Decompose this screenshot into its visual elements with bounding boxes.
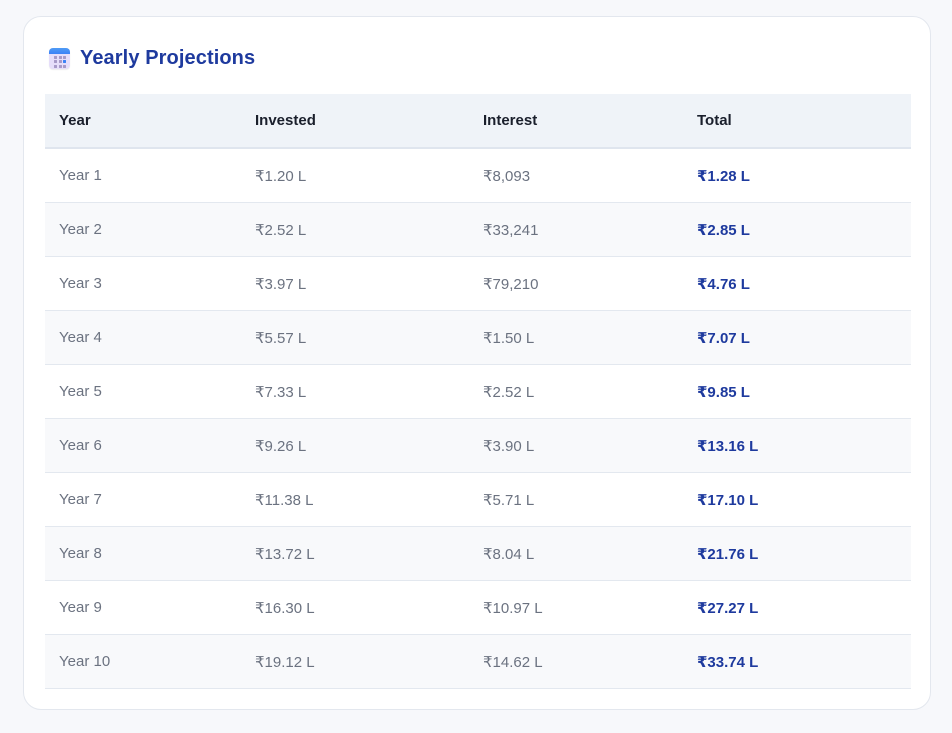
- table-row: Year 9 ₹16.30 L ₹10.97 L ₹27.27 L: [45, 581, 911, 635]
- cell-interest: ₹2.52 L: [483, 383, 535, 401]
- table-row: Year 4 ₹5.57 L ₹1.50 L ₹7.07 L: [45, 311, 911, 365]
- cell-invested: ₹2.52 L: [255, 221, 307, 239]
- cell-interest: ₹33,241: [483, 221, 539, 239]
- table-row: Year 10 ₹19.12 L ₹14.62 L ₹33.74 L: [45, 635, 911, 689]
- table-header: Year Invested Interest Total: [45, 94, 911, 149]
- table-row: Year 5 ₹7.33 L ₹2.52 L ₹9.85 L: [45, 365, 911, 419]
- cell-year: Year 8: [59, 545, 102, 562]
- cell-invested: ₹9.26 L: [255, 437, 307, 455]
- cell-invested: ₹11.38 L: [255, 491, 314, 509]
- cell-year: Year 7: [59, 491, 102, 508]
- cell-interest: ₹8.04 L: [483, 545, 535, 563]
- card-title: Yearly Projections: [80, 46, 256, 69]
- cell-interest: ₹10.97 L: [483, 599, 543, 617]
- cell-total: ₹27.27 L: [697, 599, 759, 617]
- cell-total: ₹17.10 L: [697, 491, 759, 509]
- projections-table: Year Invested Interest Total Year 1 ₹1.2…: [45, 94, 911, 689]
- cell-interest: ₹8,093: [483, 167, 531, 185]
- cell-year: Year 3: [59, 275, 102, 292]
- cell-total: ₹9.85 L: [697, 383, 750, 401]
- cell-total: ₹21.76 L: [697, 545, 759, 563]
- cell-total: ₹1.28 L: [697, 167, 750, 185]
- table-row: Year 3 ₹3.97 L ₹79,210 ₹4.76 L: [45, 257, 911, 311]
- cell-year: Year 9: [59, 599, 102, 616]
- cell-total: ₹2.85 L: [697, 221, 750, 239]
- cell-invested: ₹19.12 L: [255, 653, 315, 671]
- cell-year: Year 5: [59, 383, 102, 400]
- cell-invested: ₹1.20 L: [255, 167, 307, 185]
- cell-total: ₹33.74 L: [697, 653, 759, 671]
- cell-year: Year 4: [59, 329, 102, 346]
- cell-year: Year 10: [59, 653, 111, 670]
- cell-invested: ₹16.30 L: [255, 599, 315, 617]
- calendar-icon: [49, 47, 70, 69]
- column-header-total: Total: [697, 112, 732, 129]
- cell-interest: ₹79,210: [483, 275, 539, 293]
- table-row: Year 6 ₹9.26 L ₹3.90 L ₹13.16 L: [45, 419, 911, 473]
- cell-total: ₹13.16 L: [697, 437, 759, 455]
- cell-invested: ₹13.72 L: [255, 545, 315, 563]
- yearly-projections-card: Yearly Projections Year Invested Interes…: [23, 16, 931, 710]
- card-header: Yearly Projections: [49, 45, 255, 71]
- column-header-invested: Invested: [255, 112, 316, 129]
- cell-year: Year 1: [59, 167, 102, 184]
- table-row: Year 1 ₹1.20 L ₹8,093 ₹1.28 L: [45, 149, 911, 203]
- cell-interest: ₹14.62 L: [483, 653, 543, 671]
- cell-year: Year 6: [59, 437, 102, 454]
- cell-interest: ₹5.71 L: [483, 491, 535, 509]
- cell-invested: ₹3.97 L: [255, 275, 307, 293]
- cell-total: ₹4.76 L: [697, 275, 750, 293]
- cell-year: Year 2: [59, 221, 102, 238]
- table-row: Year 8 ₹13.72 L ₹8.04 L ₹21.76 L: [45, 527, 911, 581]
- cell-invested: ₹7.33 L: [255, 383, 307, 401]
- cell-interest: ₹3.90 L: [483, 437, 535, 455]
- table-row: Year 7 ₹11.38 L ₹5.71 L ₹17.10 L: [45, 473, 911, 527]
- cell-total: ₹7.07 L: [697, 329, 750, 347]
- table-row: Year 2 ₹2.52 L ₹33,241 ₹2.85 L: [45, 203, 911, 257]
- cell-invested: ₹5.57 L: [255, 329, 307, 347]
- column-header-interest: Interest: [483, 112, 538, 129]
- column-header-year: Year: [59, 112, 91, 129]
- cell-interest: ₹1.50 L: [483, 329, 535, 347]
